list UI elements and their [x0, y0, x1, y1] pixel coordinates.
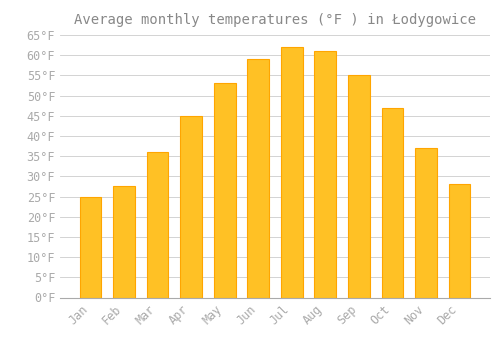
Bar — [80, 197, 102, 298]
Bar — [214, 83, 236, 298]
Bar — [113, 187, 135, 298]
Bar — [146, 152, 169, 298]
Bar — [314, 51, 336, 298]
Bar — [415, 148, 437, 298]
Bar — [348, 75, 370, 298]
Title: Average monthly temperatures (°F ) in Łodygowice: Average monthly temperatures (°F ) in Ło… — [74, 13, 476, 27]
Bar — [281, 47, 302, 298]
Bar — [180, 116, 202, 298]
Bar — [248, 59, 269, 298]
Bar — [448, 184, 470, 298]
Bar — [382, 108, 404, 298]
